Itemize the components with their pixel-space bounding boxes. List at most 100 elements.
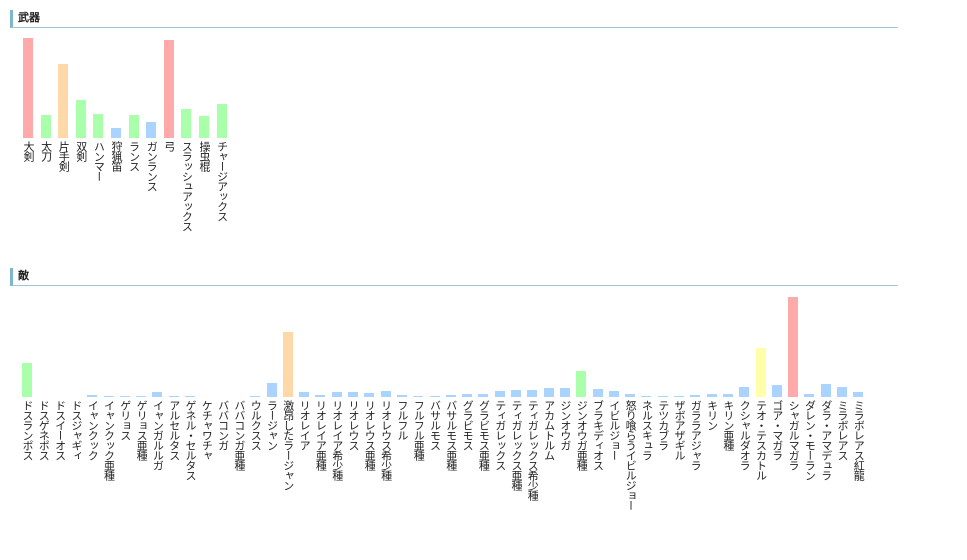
category-label: ジンオウガ亜種 — [575, 400, 589, 470]
category-label: 太刀 — [39, 141, 53, 161]
bar — [331, 392, 342, 397]
category-label: クシャルダオラ — [738, 400, 752, 470]
category-label: イャンクック — [86, 400, 100, 460]
category-label: ドスジャギィ — [69, 400, 83, 460]
category-label: ドスイーオス — [53, 400, 67, 460]
category-label: ガララアジャラ — [689, 400, 703, 470]
category-label: イャンガルルガ — [151, 400, 165, 470]
bar — [22, 363, 32, 397]
category-label: ダラ・アマデュラ — [819, 400, 833, 480]
bar — [462, 394, 473, 397]
category-label: 弓 — [162, 141, 176, 151]
bar — [837, 387, 847, 397]
bar — [445, 395, 456, 397]
bar — [111, 128, 121, 138]
category-label: リオレウス希少種 — [379, 400, 393, 480]
category-label: ババコンガ亜種 — [232, 400, 246, 470]
bar — [87, 395, 98, 397]
category-label: ザボアザギル — [673, 400, 686, 460]
bar — [559, 388, 570, 397]
bar — [282, 332, 293, 397]
category-label: アルセルタス — [167, 400, 181, 460]
category-label: チャージアックス — [215, 141, 229, 221]
category-label: 激昂したラージャン — [281, 400, 295, 490]
category-label: リオレイア希少種 — [330, 400, 344, 480]
bar — [128, 115, 139, 138]
bar — [641, 396, 652, 397]
category-label: 操虫棍 — [198, 141, 211, 171]
category-label: リオレイア — [298, 400, 312, 450]
bar — [266, 383, 277, 397]
bar — [592, 389, 603, 397]
category-label: ダレン・モーラン — [803, 400, 817, 480]
category-label: ババコンガ — [216, 400, 230, 450]
category-label: テツカブラ — [656, 400, 670, 450]
category-label: 片手剣 — [57, 141, 71, 171]
bar — [543, 388, 554, 397]
category-label: ゴア・マガラ — [770, 400, 784, 460]
bar — [511, 390, 521, 397]
bar — [93, 114, 104, 138]
category-label: イャンクック亜種 — [102, 400, 116, 480]
bar — [820, 384, 831, 397]
category-label: ウルクスス — [249, 400, 263, 450]
bar — [199, 116, 209, 138]
category-label: グラビモス — [461, 400, 475, 450]
bar — [853, 392, 864, 397]
category-label: ティガレックス — [493, 400, 507, 470]
bar — [136, 396, 147, 397]
category-label: ゲリョス亜種 — [135, 400, 149, 460]
bar — [722, 394, 733, 397]
category-label: キリン亜種 — [721, 400, 735, 450]
category-label: ゲネル・セルタス — [184, 400, 197, 480]
bar — [576, 371, 587, 397]
bar — [152, 392, 163, 397]
bar — [625, 394, 636, 397]
bar — [690, 395, 701, 397]
bar — [674, 396, 684, 397]
category-label: キリン — [705, 400, 719, 430]
bar — [478, 394, 489, 397]
bar — [413, 396, 424, 397]
category-label: 狩猟笛 — [110, 141, 123, 171]
category-label: リオレイア亜種 — [314, 400, 328, 470]
category-label: ミラボレアス紅龍 — [852, 400, 866, 480]
bar — [216, 104, 227, 138]
bar — [755, 348, 766, 397]
category-label: 大剣 — [22, 141, 35, 161]
section-title: 武器 — [10, 10, 898, 28]
category-label: ドスランポス — [21, 400, 34, 460]
bar — [163, 40, 174, 138]
bar — [103, 396, 114, 397]
category-label: バサルモス — [428, 400, 442, 450]
category-label: ブラキディオス — [591, 400, 605, 470]
bar — [181, 109, 192, 138]
bar — [429, 396, 440, 397]
category-label: ティガレックス亜種 — [510, 400, 523, 490]
bar — [23, 38, 33, 138]
bar — [396, 395, 407, 397]
bar — [75, 100, 86, 138]
category-label: バサルモス亜種 — [444, 400, 458, 470]
category-label: テオ・テスカトル — [754, 400, 768, 480]
category-label: イビルジョー — [607, 400, 621, 460]
category-label: ガンランス — [145, 141, 159, 191]
bar — [608, 391, 619, 397]
bar — [771, 385, 782, 397]
category-label: ラージャン — [265, 400, 279, 450]
bar — [788, 297, 799, 397]
category-label: リオレウス — [347, 400, 360, 450]
bar — [494, 391, 505, 397]
bar — [168, 396, 179, 397]
category-label: ゲリョス — [118, 400, 132, 440]
bar — [250, 396, 261, 397]
category-label: アカムトルム — [542, 400, 556, 460]
category-label: 怒り喰らうイビルジョー — [624, 400, 638, 510]
category-label: ティガレックス希少種 — [526, 400, 540, 500]
bar — [657, 396, 668, 397]
category-label: ケチャワチャ — [200, 400, 214, 460]
category-label: グラビモス亜種 — [477, 400, 491, 470]
category-label: スラッシュアックス — [180, 141, 194, 231]
category-label: ミラボレアス — [836, 400, 849, 460]
